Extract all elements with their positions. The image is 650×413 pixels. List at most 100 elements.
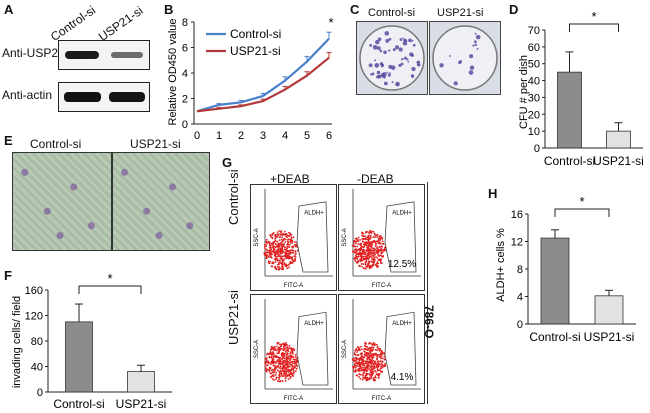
flow-event — [380, 367, 383, 369]
flow-event — [365, 372, 368, 375]
flow-event — [283, 263, 286, 266]
flow-event — [357, 236, 360, 239]
flow-event — [280, 367, 282, 370]
flow-event — [277, 365, 280, 367]
blot-lane-label-usp21: USP21-si — [95, 3, 146, 44]
flow-event — [278, 373, 281, 376]
flow-event — [354, 356, 357, 359]
flow-event — [287, 264, 290, 267]
flow-event — [365, 244, 368, 247]
flow-event — [267, 362, 270, 365]
flow-event — [381, 240, 384, 243]
flow-event — [372, 359, 375, 362]
flow-event — [372, 258, 375, 261]
flow-event — [369, 369, 372, 372]
flow-event — [287, 252, 289, 255]
flow-event — [380, 262, 383, 265]
flow-event — [365, 257, 368, 260]
flow-event — [288, 365, 291, 368]
flow-event — [366, 231, 369, 233]
flow-event — [291, 355, 293, 358]
flow-event — [290, 347, 293, 350]
flow-event — [378, 369, 380, 372]
flow-event — [292, 352, 294, 355]
flow-event — [359, 255, 362, 258]
flow-event — [277, 348, 280, 350]
flow-event — [286, 245, 289, 248]
flow-event — [369, 238, 371, 240]
blot-actin — [58, 82, 150, 112]
flow-event — [293, 260, 295, 263]
flow-event — [281, 360, 284, 363]
flow-event — [279, 348, 282, 350]
flow-col-label-deab-plus: +DEAB — [270, 172, 310, 186]
flow-event — [371, 343, 374, 346]
colony — [376, 46, 381, 51]
blot-row-label-usp21: Anti-USP21 — [2, 46, 65, 60]
flow-event — [284, 352, 286, 355]
flow-event — [270, 248, 272, 251]
chart-b-ytick-label: 0 — [182, 119, 188, 131]
flow-event — [354, 248, 357, 251]
flow-event — [276, 263, 279, 266]
flow-event — [276, 233, 279, 236]
chart-h: ALDH+ cells % 0 4 8 12 16 Control-si USP21-si * — [495, 194, 636, 344]
flow-event — [295, 367, 298, 370]
flow-event — [283, 242, 285, 245]
flow-x-axis-label: FITC-A — [284, 396, 303, 402]
flow-event — [290, 236, 293, 239]
flow-event — [380, 371, 383, 374]
flow-plot-control-deab-plus: SSC-A FITC-A ALDH+ — [250, 184, 337, 291]
micro-label-usp21: USP21-si — [130, 137, 181, 151]
chart-h-ytick-label: 16 — [511, 209, 523, 221]
flow-event — [377, 348, 380, 351]
colony — [383, 81, 388, 86]
flow-plot-usp21-deab-plus: SSC-A FITC-A ALDH+ — [250, 294, 337, 404]
chart-b-ytick-label: 2 — [182, 94, 188, 106]
flow-event — [266, 364, 269, 367]
flow-event — [369, 253, 372, 255]
flow-event — [263, 251, 266, 254]
flow-event — [288, 266, 290, 269]
flow-gate-label: ALDH+ — [304, 210, 324, 216]
flow-event — [284, 238, 287, 241]
flow-event — [286, 349, 289, 352]
flow-event — [279, 356, 281, 359]
chart-d-ytick-label: 10 — [528, 126, 540, 138]
flow-event — [360, 245, 363, 248]
flow-event — [289, 352, 292, 355]
flow-event — [362, 376, 365, 379]
flow-event — [276, 253, 278, 256]
flow-event — [280, 241, 283, 244]
flow-event — [367, 260, 370, 263]
flow-event — [271, 368, 274, 371]
flow-event — [367, 247, 369, 250]
flow-plot-control-deab-minus: SSC-A FITC-A ALDH+ 12.5% — [338, 184, 425, 291]
flow-event — [373, 232, 376, 235]
chart-f: invading cells/ field 0 40 80 120 160 Control… — [11, 271, 172, 411]
flow-event — [365, 365, 368, 368]
flow-event — [286, 250, 289, 253]
colony — [410, 74, 415, 78]
chart-d-bar — [557, 71, 582, 149]
flow-event — [295, 360, 298, 363]
flow-event — [281, 234, 284, 236]
flow-event — [358, 348, 360, 351]
flow-event — [281, 362, 284, 365]
flow-event — [364, 261, 367, 264]
flow-event — [272, 351, 275, 354]
flow-event — [276, 352, 278, 355]
flow-event — [353, 245, 356, 248]
flow-event — [361, 378, 364, 381]
dish-label-usp21: USP21-si — [437, 7, 484, 19]
flow-event — [364, 251, 367, 254]
flow-event — [294, 257, 296, 260]
flow-event — [354, 362, 357, 365]
flow-event — [294, 370, 297, 372]
flow-event — [372, 346, 375, 349]
flow-event — [286, 359, 289, 362]
flow-event — [359, 265, 361, 267]
flow-event — [282, 345, 285, 348]
flow-event — [359, 249, 362, 252]
flow-event — [375, 256, 377, 258]
